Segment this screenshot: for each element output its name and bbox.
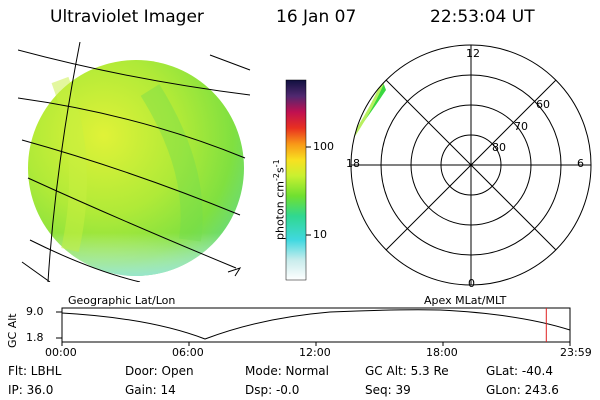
aurora-oval — [351, 82, 386, 140]
lat-label-60: 60 — [536, 98, 550, 111]
altitude-xtick-3: 18:00 — [426, 346, 458, 359]
unit-mid: s — [273, 167, 287, 174]
colorbar-tick-10: 10 — [313, 228, 327, 241]
mlt-label-6: 6 — [577, 157, 584, 170]
date-label: 16 Jan 07 — [276, 7, 357, 27]
altitude-ylabel: GC Alt — [6, 313, 19, 348]
status-door: Door: Open — [125, 364, 194, 378]
polar-plot — [350, 44, 592, 286]
status-gain: Gain: 14 — [125, 383, 176, 397]
altitude-ytick-low: 1.8 — [26, 331, 44, 344]
colorbar-tick-100: 100 — [313, 140, 334, 153]
status-dsp: Dsp: -0.0 — [245, 383, 300, 397]
mlt-label-12: 12 — [466, 47, 480, 60]
altitude-xtick-2: 12:00 — [299, 346, 331, 359]
uv-image-panel — [18, 42, 251, 282]
colorbar-ticks — [306, 146, 311, 236]
apex-panel-label: Apex MLat/MLT — [424, 294, 507, 307]
altitude-ytick-high: 9.0 — [26, 305, 44, 318]
status-glat: GLat: -40.4 — [486, 364, 553, 378]
colorbar — [285, 79, 307, 281]
lat-label-70: 70 — [514, 120, 528, 133]
status-gc-alt: GC Alt: 5.3 Re — [365, 364, 449, 378]
geographic-grid — [18, 42, 251, 282]
instrument-title: Ultraviolet Imager — [50, 7, 204, 27]
altitude-chart — [56, 307, 571, 346]
unit-sup-2: -1 — [272, 159, 281, 168]
altitude-xtick-4: 23:59 — [560, 346, 592, 359]
mlt-label-18: 18 — [346, 157, 360, 170]
colorbar-unit-label: photon cm-2s-1 — [272, 159, 287, 240]
status-seq: Seq: 39 — [365, 383, 411, 397]
geographic-panel-label: Geographic Lat/Lon — [68, 294, 176, 307]
altitude-xtick-0: 00:00 — [45, 346, 77, 359]
status-filter: Flt: LBHL — [8, 364, 62, 378]
mlt-label-0: 0 — [468, 277, 475, 290]
time-label: 22:53:04 UT — [430, 7, 535, 27]
altitude-curve — [61, 309, 571, 340]
unit-base: photon cm — [273, 181, 287, 240]
status-ip: IP: 36.0 — [8, 383, 54, 397]
status-glon: GLon: 243.6 — [486, 383, 559, 397]
status-mode: Mode: Normal — [245, 364, 329, 378]
unit-sup-1: -2 — [272, 173, 281, 182]
altitude-xtick-1: 06:00 — [172, 346, 204, 359]
lat-label-80: 80 — [492, 141, 506, 154]
